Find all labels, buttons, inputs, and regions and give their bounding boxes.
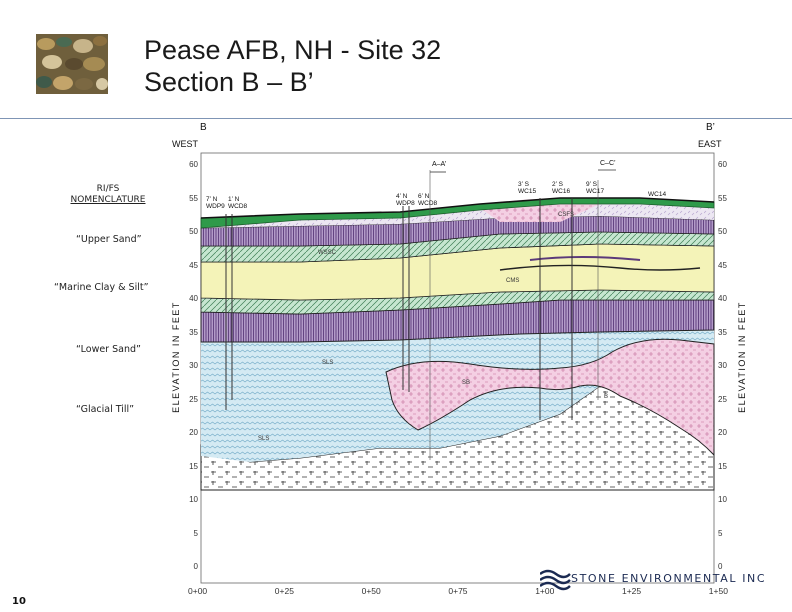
station-tick: 0+25 <box>274 586 294 596</box>
well-label: WC14 <box>648 191 666 198</box>
well-name: WDP9 <box>206 203 225 210</box>
elev-tick: 35 <box>189 327 198 337</box>
elev-tick: 20 <box>189 428 198 437</box>
well-label: 3’ S WC15 <box>518 181 536 195</box>
elev-tick: 55 <box>718 193 727 203</box>
elev-tick: 5 <box>193 528 198 538</box>
station-tick: 1+00 <box>535 586 555 596</box>
page-number: 10 <box>12 596 26 607</box>
station-tick: 0+50 <box>361 586 381 596</box>
legend-header: RI/FS NOMENCLATURE <box>62 184 154 206</box>
legend-item-glacial-till: “Glacial Till” <box>76 404 135 415</box>
well-name: WDP8 <box>396 200 415 207</box>
unit-label: SB <box>462 380 471 386</box>
unit-label: WSSC <box>318 250 336 256</box>
well-offset: 2’ S <box>552 181 563 188</box>
west-label: WEST <box>172 139 198 149</box>
legend-item-lower-sand: “Lower Sand” <box>76 344 141 355</box>
elev-tick: 50 <box>718 227 727 236</box>
well-offset: 3’ S <box>518 181 529 188</box>
legend-header-line1: RI/FS <box>96 184 120 194</box>
y-axis-label-left: ELEVATION IN FEET <box>170 301 181 413</box>
legend-header-line2: NOMENCLATURE <box>70 195 146 205</box>
y-axis-label-right: ELEVATION IN FEET <box>736 301 747 413</box>
callout-c: C–C’ <box>600 160 616 167</box>
elev-tick: 60 <box>718 160 727 169</box>
well-name: WCD8 <box>228 203 248 210</box>
well-offset: 4’ N <box>396 193 408 200</box>
unit-label: CSFS <box>558 212 575 218</box>
well-name: WC17 <box>586 188 605 195</box>
well-label: 7’ N WDP9 <box>206 196 225 210</box>
station-tick: 1+25 <box>621 586 642 596</box>
elev-tick: 45 <box>718 260 727 270</box>
elev-tick: 35 <box>718 327 727 337</box>
slide-title-line2: Section B – B’ <box>144 67 314 97</box>
unit-label: SLS <box>322 360 334 366</box>
well-name: WC16 <box>552 188 571 195</box>
header-divider <box>0 118 792 119</box>
well-name: WC15 <box>518 188 537 195</box>
well-label: 9’ S WC17 <box>586 181 604 195</box>
well-offset: 6’ N <box>418 193 430 200</box>
station-tick: 0+00 <box>188 586 208 596</box>
east-label: EAST <box>698 139 722 149</box>
slide-title: Pease AFB, NH - Site 32 Section B – B’ <box>144 34 441 98</box>
callout-a: A–A’ <box>432 161 447 168</box>
well-label: 6’ N WCD8 <box>418 193 437 207</box>
elev-tick: 0 <box>193 562 198 571</box>
section-start-label: B <box>200 122 207 133</box>
elev-tick: 40 <box>718 294 727 303</box>
elev-tick: 15 <box>189 461 198 471</box>
well-offset: 7’ N <box>206 196 218 203</box>
section-end-label: B’ <box>706 122 715 133</box>
elev-tick: 60 <box>189 160 198 169</box>
station-tick: 1+50 <box>708 586 728 596</box>
station-axis: 0+00 0+25 0+50 0+75 1+00 1+25 1+50 <box>188 586 728 596</box>
well-name: WCD8 <box>418 200 438 207</box>
well-label: 2’ S WC16 <box>552 181 570 195</box>
unit-label: SLS <box>258 436 270 442</box>
slide-title-line1: Pease AFB, NH - Site 32 <box>144 35 442 65</box>
well-label: 1’ N WCD8 <box>228 196 247 210</box>
elev-tick: 45 <box>189 260 198 270</box>
elev-tick: 15 <box>718 461 727 471</box>
well-offset: 1’ N <box>228 196 240 203</box>
legend-item-upper-sand: “Upper Sand” <box>76 234 142 245</box>
legend-item-marine-clay-silt: “Marine Clay & Silt” <box>54 282 149 293</box>
elev-tick: 30 <box>718 361 727 370</box>
elev-tick: 40 <box>189 294 198 303</box>
unit-label: CMS <box>506 278 520 284</box>
elev-tick: 55 <box>189 193 198 203</box>
company-name: STONE ENVIRONMENTAL INC <box>571 572 767 585</box>
station-tick: 0+75 <box>448 586 468 596</box>
well-label: 4’ N WDP8 <box>396 193 415 207</box>
well-name: WC14 <box>648 191 667 198</box>
elevation-ticks-right: 60 55 50 45 40 35 30 25 20 15 10 5 0 <box>718 148 736 584</box>
elev-tick: 5 <box>718 528 723 538</box>
elev-tick: 0 <box>718 562 723 571</box>
elevation-ticks-left: 60 55 50 45 40 35 30 25 20 15 10 5 0 <box>180 148 198 584</box>
elev-tick: 10 <box>718 495 727 504</box>
elev-tick: 25 <box>718 394 727 404</box>
pebbles-photo-icon <box>36 34 108 94</box>
elev-tick: 10 <box>189 495 198 504</box>
elev-tick: 50 <box>189 227 198 236</box>
elev-tick: 20 <box>718 428 727 437</box>
well-offset: 9’ S <box>586 181 597 188</box>
elev-tick: 30 <box>189 361 198 370</box>
stone-environmental-logo-icon <box>540 569 571 591</box>
elev-tick: 25 <box>189 394 198 404</box>
unit-label: B <box>604 394 609 400</box>
